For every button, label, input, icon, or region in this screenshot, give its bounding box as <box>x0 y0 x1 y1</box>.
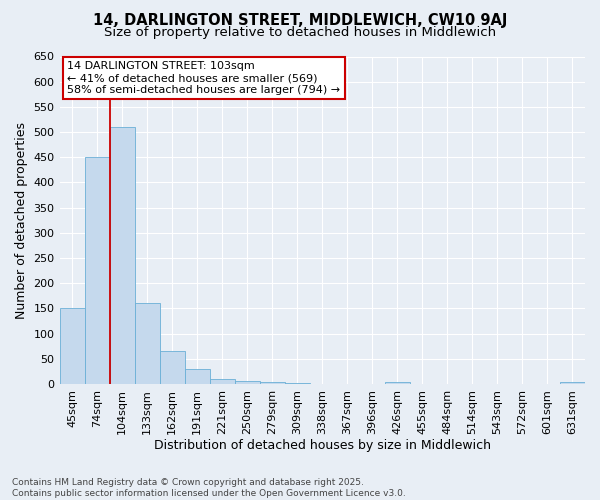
Bar <box>185 369 209 384</box>
Bar <box>235 382 260 384</box>
Text: Contains HM Land Registry data © Crown copyright and database right 2025.
Contai: Contains HM Land Registry data © Crown c… <box>12 478 406 498</box>
Text: 14, DARLINGTON STREET, MIDDLEWICH, CW10 9AJ: 14, DARLINGTON STREET, MIDDLEWICH, CW10 … <box>93 12 507 28</box>
Bar <box>560 382 585 384</box>
Text: 14 DARLINGTON STREET: 103sqm
← 41% of detached houses are smaller (569)
58% of s: 14 DARLINGTON STREET: 103sqm ← 41% of de… <box>67 62 341 94</box>
Bar <box>59 308 85 384</box>
Bar <box>160 351 185 384</box>
Y-axis label: Number of detached properties: Number of detached properties <box>15 122 28 318</box>
X-axis label: Distribution of detached houses by size in Middlewich: Distribution of detached houses by size … <box>154 440 491 452</box>
Bar <box>260 382 285 384</box>
Bar <box>85 158 110 384</box>
Bar <box>285 383 310 384</box>
Bar <box>209 379 235 384</box>
Text: Size of property relative to detached houses in Middlewich: Size of property relative to detached ho… <box>104 26 496 39</box>
Bar <box>385 382 410 384</box>
Bar <box>110 127 134 384</box>
Bar <box>134 304 160 384</box>
